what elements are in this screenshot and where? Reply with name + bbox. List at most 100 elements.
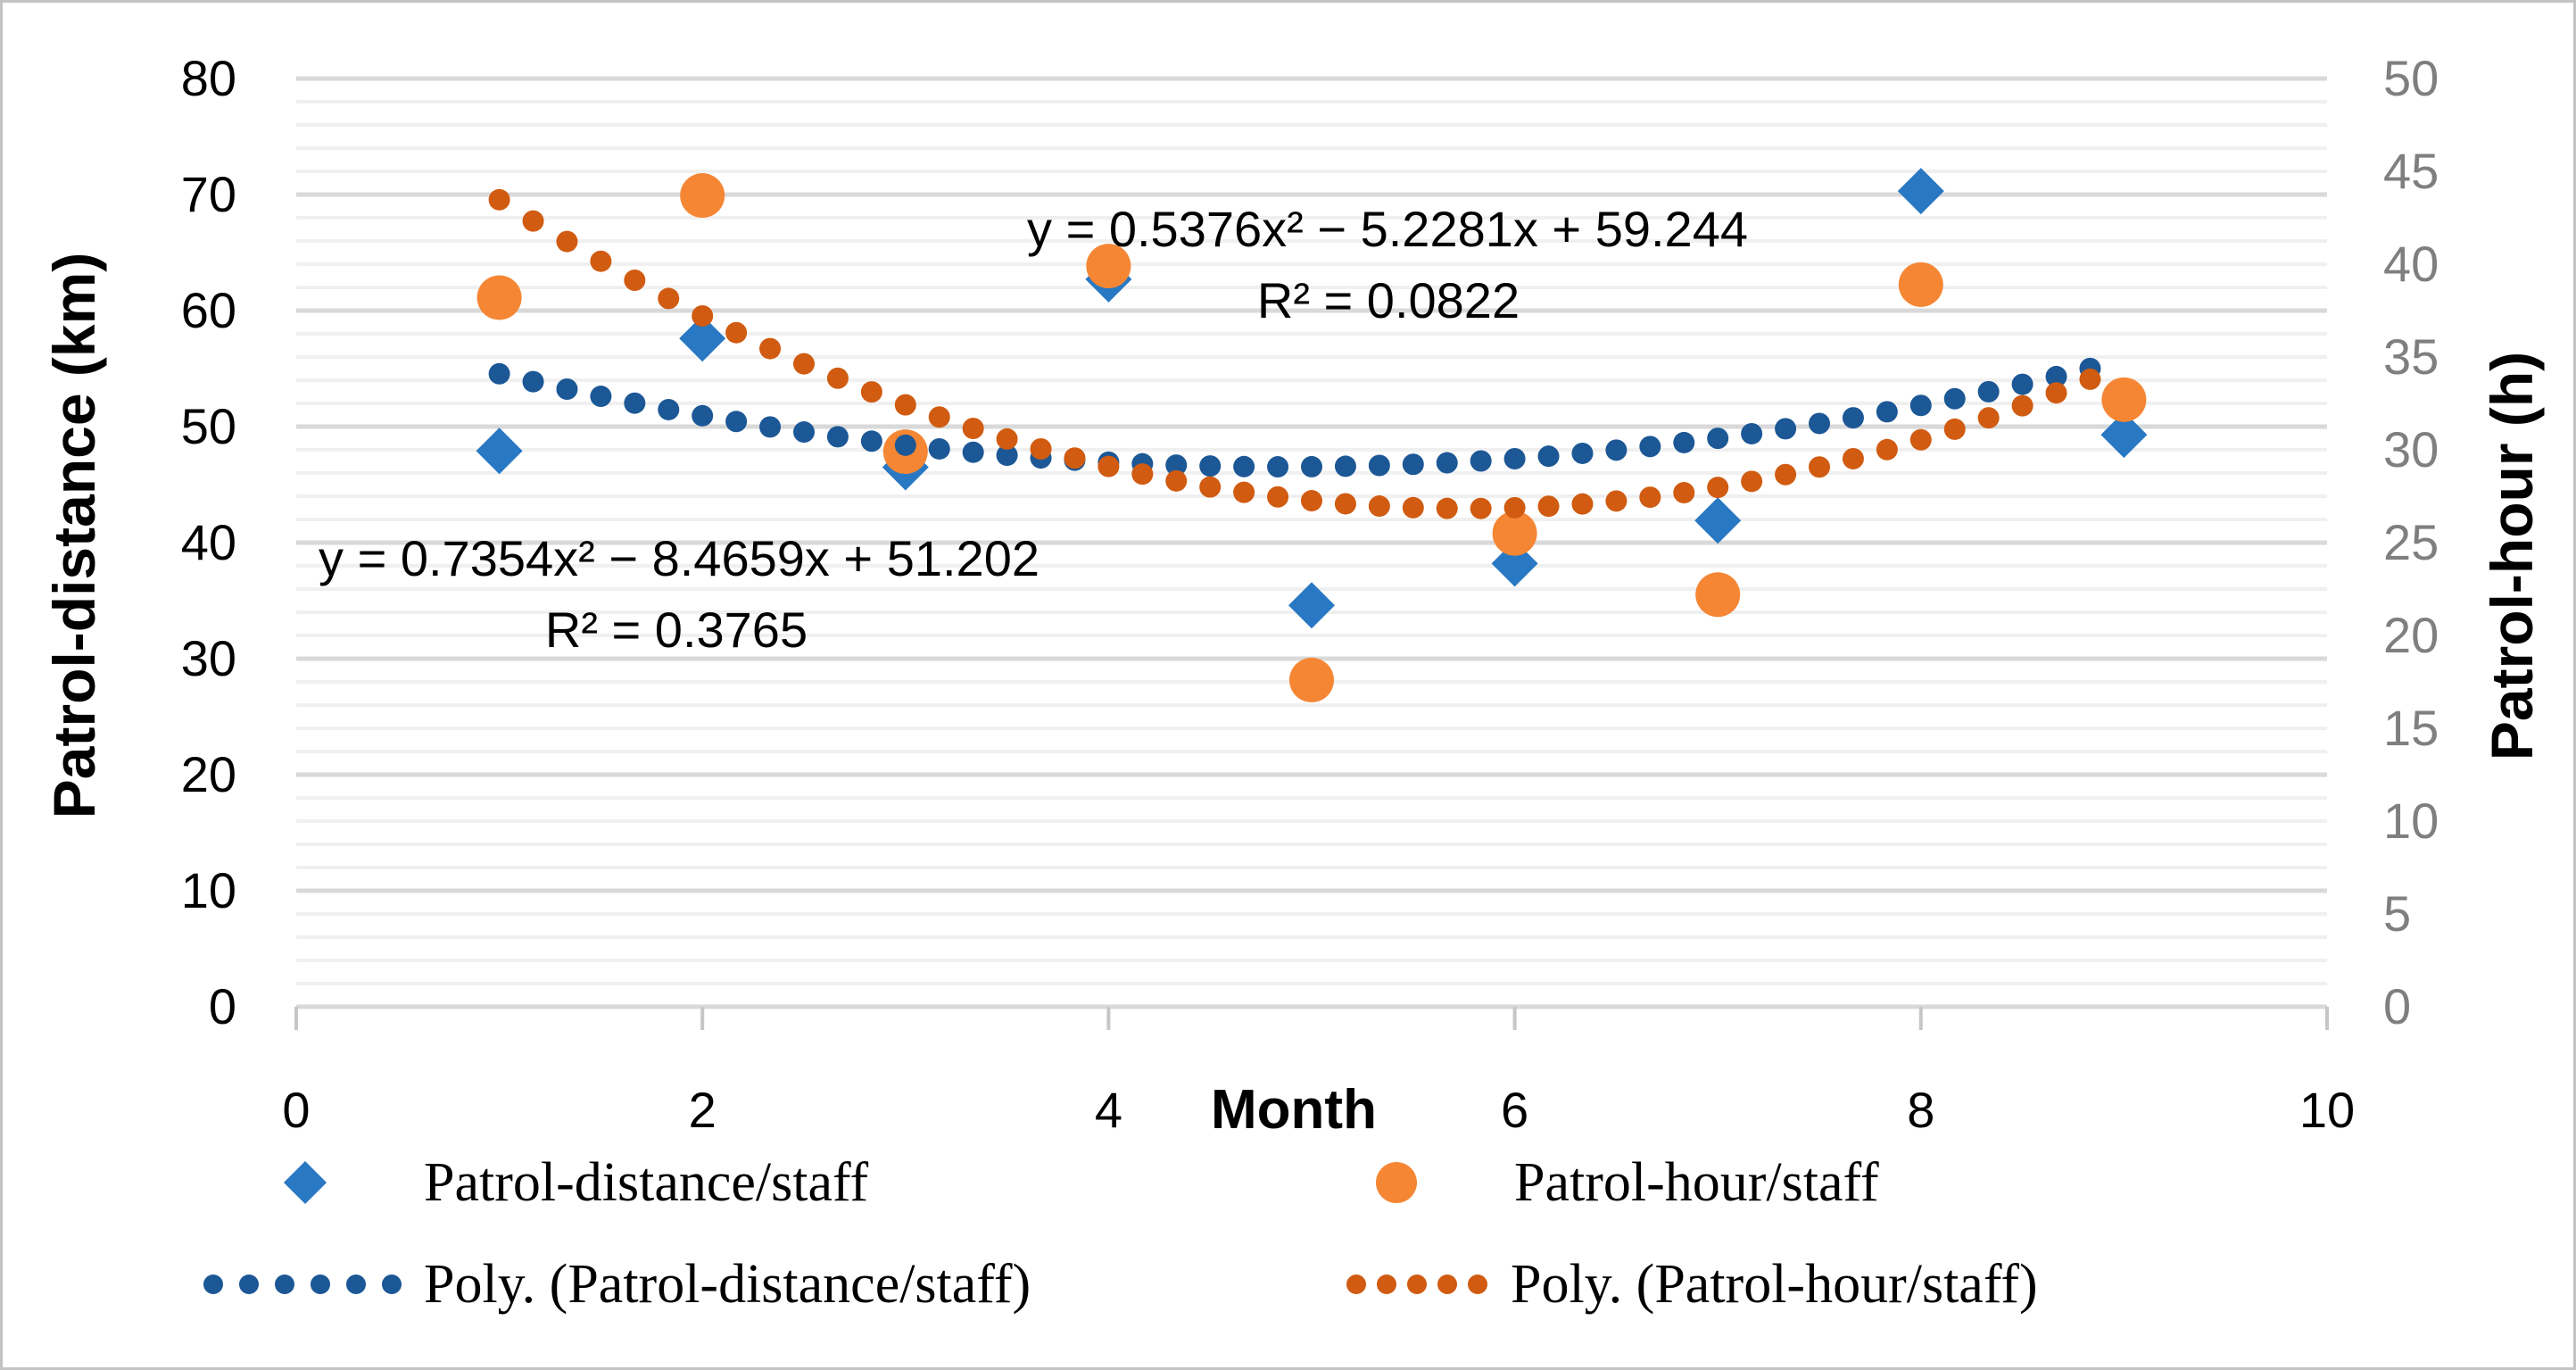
trendline-dot xyxy=(1537,495,1560,518)
right-axis-tick-label: 35 xyxy=(2383,328,2439,385)
trendline-dot xyxy=(826,426,849,448)
right-axis-tick-label: 20 xyxy=(2383,607,2439,663)
legend-label-poly-distance[interactable]: Poly. (Patrol-distance/staff) xyxy=(424,1254,1031,1315)
trendline-dot xyxy=(1977,407,2000,429)
trendline-dot xyxy=(1470,497,1492,519)
trendline-dot xyxy=(928,437,950,460)
trendline-dot xyxy=(894,434,916,456)
trendline-dot xyxy=(1368,495,1390,518)
trendline-dot xyxy=(1741,422,1763,444)
trendline-dot xyxy=(2045,365,2067,387)
trendline-dot xyxy=(1909,428,1932,451)
trendline-dot xyxy=(488,362,510,385)
trendline-dot xyxy=(522,370,544,393)
plot-area xyxy=(294,76,2329,1030)
legend-label-patrol-hour[interactable]: Patrol-hour/staff xyxy=(1514,1152,1879,1213)
trendline-dot xyxy=(1571,442,1594,464)
trendline-dot xyxy=(860,430,882,453)
trendline-dot xyxy=(692,404,714,427)
trendline-dot xyxy=(1503,496,1526,519)
trendline-dot xyxy=(1977,380,2000,403)
data-point-distance[interactable] xyxy=(1288,582,1335,629)
trendline-dot xyxy=(1842,447,1864,469)
data-point-distance[interactable] xyxy=(476,428,523,475)
data-point-hour[interactable] xyxy=(1492,511,1537,556)
trendline-dot xyxy=(2079,368,2101,390)
trendline-dot xyxy=(590,250,612,272)
trendline-dot xyxy=(1301,455,1322,477)
trendline-dot xyxy=(1402,453,1424,476)
left-axis-tick-label: 50 xyxy=(180,398,236,454)
right-axis-tick-label: 25 xyxy=(2383,514,2439,570)
trendline-dot xyxy=(1571,493,1594,515)
data-point-hour[interactable] xyxy=(1086,244,1131,289)
data-point-distance[interactable] xyxy=(2100,411,2148,459)
data-point-distance[interactable] xyxy=(1694,497,1742,544)
right-axis-tick-label: 5 xyxy=(2383,885,2412,942)
trendline-dot xyxy=(1199,455,1222,477)
trendline-dot xyxy=(793,421,815,444)
x-axis-title: Month xyxy=(1211,1079,1377,1141)
data-point-hour[interactable] xyxy=(2101,377,2147,422)
x-axis-tick-label: 6 xyxy=(1501,1082,1529,1138)
trendline-dot xyxy=(1267,456,1289,478)
right-axis-tick-label: 40 xyxy=(2383,236,2439,292)
trendline-dot xyxy=(725,411,748,433)
trendline-dot xyxy=(1943,387,1966,410)
trendline-dot xyxy=(1165,454,1188,477)
trendline-dot xyxy=(1233,481,1255,503)
trendline-dot xyxy=(692,304,714,327)
trendline-dot xyxy=(793,353,815,375)
left-axis-tick-label: 80 xyxy=(180,50,236,106)
trendline-dot xyxy=(996,444,1018,467)
trendline-dot xyxy=(1741,470,1763,493)
data-point-hour[interactable] xyxy=(1898,262,1943,307)
trendline-dot xyxy=(1301,490,1322,512)
trendline-dot xyxy=(1943,418,1966,440)
right-axis-tick-label: 0 xyxy=(2383,978,2412,1034)
trendline-dot xyxy=(1165,469,1188,492)
legend-label-poly-hour[interactable]: Poly. (Patrol-hour/staff) xyxy=(1511,1254,2038,1315)
left-axis-tick-label: 70 xyxy=(180,166,236,222)
trendline-dot xyxy=(759,337,782,360)
trendline-dot xyxy=(1639,486,1661,509)
right-axis-tick-label: 45 xyxy=(2383,143,2439,199)
right-axis-tick-label: 10 xyxy=(2383,793,2439,849)
data-point-hour[interactable] xyxy=(680,173,725,219)
trendline-dot xyxy=(1537,445,1560,468)
trendline-dot xyxy=(1775,463,1797,486)
x-axis-tick-label: 8 xyxy=(1907,1082,1935,1138)
data-point-distance[interactable] xyxy=(1897,168,1944,215)
trendline-dot xyxy=(928,406,950,428)
trendline-dot xyxy=(522,210,544,232)
trendline-dot xyxy=(1876,401,1898,423)
left-axis-tick-label: 60 xyxy=(180,282,236,338)
trendline-dot xyxy=(1436,452,1458,474)
legend-label-patrol-distance[interactable]: Patrol-distance/staff xyxy=(424,1152,869,1213)
trendline-dot xyxy=(1368,454,1390,477)
trendline-dot xyxy=(1673,482,1695,504)
data-point-hour[interactable] xyxy=(1289,657,1334,702)
trendline-equation-hour: y = 0.7354x² − 8.4659x + 51.202 xyxy=(319,530,1040,586)
trendline-dot xyxy=(658,398,680,420)
trendline-dot xyxy=(1199,476,1222,498)
trendline-dot xyxy=(488,188,510,211)
legend-dotted-line-hour-icon xyxy=(1346,1275,1487,1294)
trendline-dot xyxy=(1131,463,1154,486)
data-point-distance[interactable] xyxy=(679,315,726,362)
trendline-dot xyxy=(725,321,748,344)
trendline-dot xyxy=(2011,394,2033,417)
data-point-hour[interactable] xyxy=(1695,572,1741,618)
data-point-hour[interactable] xyxy=(476,275,522,320)
trendline-dot xyxy=(590,386,612,408)
trendline-dot xyxy=(1470,450,1492,472)
trendline-dot xyxy=(1097,455,1120,477)
trendline-dot xyxy=(1876,438,1898,461)
trendline-dot xyxy=(1436,497,1458,519)
trendline-dot xyxy=(996,428,1018,450)
trendline-dot xyxy=(556,230,578,253)
left-axis-tick-label: 10 xyxy=(180,862,236,918)
right-axis-tick-label: 50 xyxy=(2383,50,2439,106)
left-axis-tick-label: 20 xyxy=(180,746,236,802)
